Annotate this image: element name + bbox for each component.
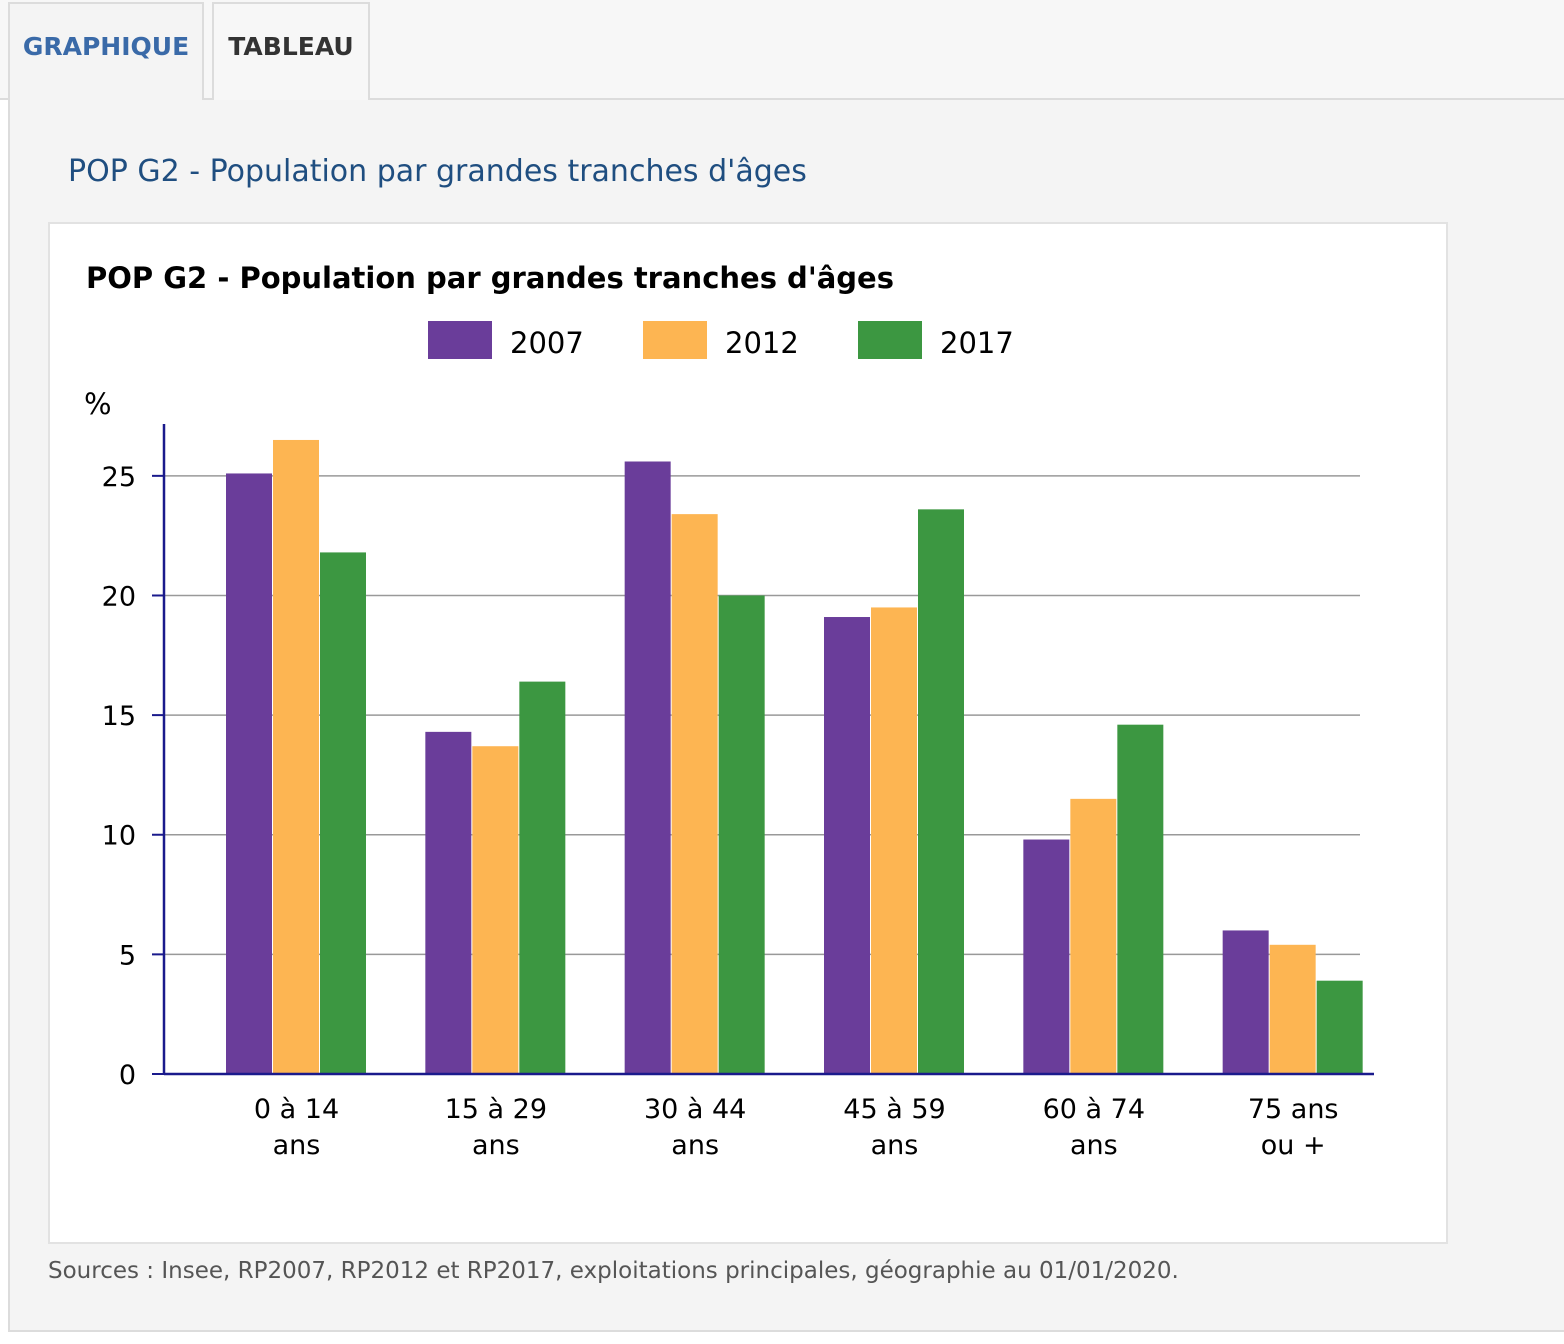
y-tick-label-5: 5 <box>119 940 136 971</box>
legend-swatch-2007 <box>428 321 492 359</box>
legend-label-2012: 2012 <box>725 326 799 360</box>
y-tick-labels: 0 5 10 15 20 25 <box>102 462 136 1091</box>
bar-2012-2 <box>671 514 718 1074</box>
x-tick-label-5-1: ou + <box>1261 1130 1326 1161</box>
bar-2007-2 <box>624 461 671 1074</box>
bar-2007-0 <box>226 473 272 1075</box>
y-tick-label-25: 25 <box>102 462 136 493</box>
bars <box>226 439 1363 1075</box>
legend-swatch-2017 <box>858 321 922 359</box>
x-tick-label-2-0: 30 à 44 <box>644 1094 746 1125</box>
bar-chart: POP G2 - Population par grandes tranches… <box>84 261 1374 1161</box>
y-tick-label-0: 0 <box>119 1060 136 1091</box>
x-tick-label-4-1: ans <box>1070 1130 1118 1161</box>
tab-tableau[interactable]: TABLEAU <box>212 2 370 100</box>
bar-2017-4 <box>1117 724 1164 1074</box>
bar-2012-0 <box>273 439 319 1074</box>
bar-2012-3 <box>871 607 917 1074</box>
legend-label-2007: 2007 <box>510 326 584 360</box>
tab-graphique[interactable]: GRAPHIQUE <box>8 2 204 102</box>
x-tick-label-0-0: 0 à 14 <box>254 1094 339 1125</box>
bar-2017-2 <box>718 595 765 1074</box>
x-tick-labels: 0 à 14 ans 15 à 29 ans 30 à 44 ans 45 à 59 ans 6… <box>254 1094 1339 1161</box>
bar-2012-5 <box>1269 944 1316 1074</box>
legend-swatch-2012 <box>643 321 707 359</box>
bar-2017-0 <box>320 552 366 1074</box>
bar-2007-1 <box>425 731 472 1074</box>
bar-2007-3 <box>824 617 870 1074</box>
bar-2017-3 <box>918 509 964 1074</box>
section-title: POP G2 - Population par grandes tranches… <box>68 154 807 189</box>
x-tick-label-2-1: ans <box>671 1130 719 1161</box>
legend: 2007 2012 2017 <box>428 321 1014 360</box>
legend-label-2017: 2017 <box>940 326 1014 360</box>
y-axis-label: % <box>84 387 112 421</box>
x-tick-label-5-0: 75 ans <box>1248 1094 1339 1125</box>
x-tick-label-1-1: ans <box>472 1130 520 1161</box>
bar-2017-5 <box>1316 980 1363 1074</box>
bar-2012-4 <box>1070 798 1117 1074</box>
chart-title: POP G2 - Population par grandes tranches… <box>86 261 894 295</box>
chart-card: POP G2 - Population par grandes tranches… <box>48 222 1448 1244</box>
x-tick-label-4-0: 60 à 74 <box>1043 1094 1145 1125</box>
sources-note: Sources : Insee, RP2007, RP2012 et RP201… <box>48 1258 1179 1284</box>
x-tick-label-3-0: 45 à 59 <box>843 1094 945 1125</box>
y-tick-label-15: 15 <box>102 701 136 732</box>
bar-2012-1 <box>472 746 519 1074</box>
y-tick-label-10: 10 <box>102 821 136 852</box>
bar-2017-1 <box>519 681 566 1074</box>
x-tick-label-3-1: ans <box>871 1130 919 1161</box>
bar-2007-4 <box>1023 839 1070 1074</box>
x-tick-label-1-0: 15 à 29 <box>445 1094 547 1125</box>
axes <box>162 424 1374 1076</box>
tab-bar: GRAPHIQUE TABLEAU <box>0 0 1564 102</box>
bar-2007-5 <box>1222 930 1269 1074</box>
y-tick-label-20: 20 <box>102 581 136 612</box>
x-tick-label-0-1: ans <box>273 1130 321 1161</box>
